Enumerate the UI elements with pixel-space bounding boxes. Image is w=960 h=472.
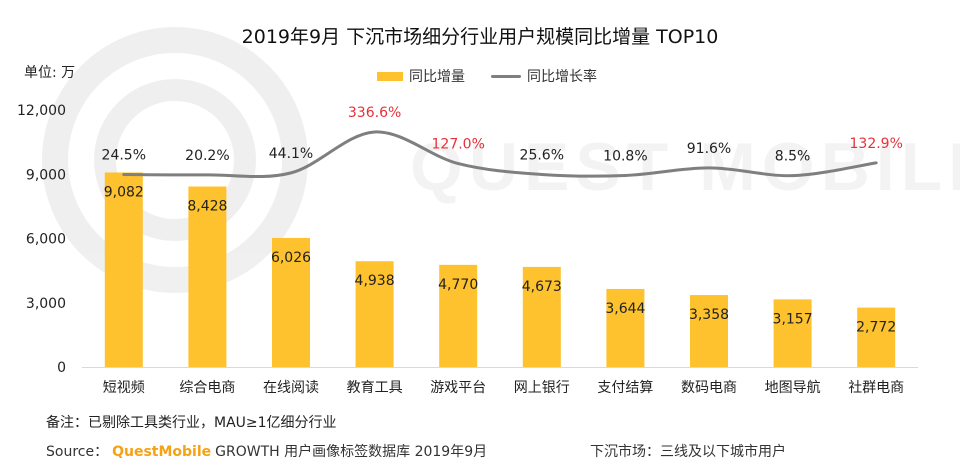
watermark-text: QUEST MOBILE xyxy=(410,129,960,205)
chart-title: 2019年9月 下沉市场细分行业用户规模同比增量 TOP10 xyxy=(241,26,719,48)
market-definition: 下沉市场：三线及以下城市用户 xyxy=(590,444,786,460)
x-tick-label: 网上银行 xyxy=(514,380,570,396)
bar xyxy=(773,299,812,367)
y-tick-label: 0 xyxy=(57,360,66,376)
x-tick-label: 短视频 xyxy=(103,380,145,396)
legend-line-label: 同比增长率 xyxy=(527,69,597,85)
legend-bar-label: 同比增量 xyxy=(409,69,465,85)
rate-label: 127.0% xyxy=(432,137,485,153)
bar-value-label: 4,938 xyxy=(355,273,395,289)
rate-label: 336.6% xyxy=(348,105,401,121)
rate-label: 24.5% xyxy=(102,148,146,164)
x-tick-label: 游戏平台 xyxy=(430,380,486,396)
rate-label: 91.6% xyxy=(687,141,731,157)
rate-label: 132.9% xyxy=(850,136,903,152)
rate-label: 10.8% xyxy=(603,148,647,164)
x-tick-label: 综合电商 xyxy=(179,380,235,396)
source-rest: GROWTH 用户画像标签数据库 2019年9月 xyxy=(215,444,488,460)
bar xyxy=(272,237,310,367)
x-tick-label: 教育工具 xyxy=(347,380,403,396)
y-tick-label: 6,000 xyxy=(26,232,66,248)
rate-label: 20.2% xyxy=(185,148,229,164)
bar xyxy=(606,288,645,367)
x-tick-label: 支付结算 xyxy=(597,380,653,396)
y-tick-label: 3,000 xyxy=(26,296,66,312)
legend-bar-swatch xyxy=(377,71,403,81)
source: Source： QuestMobile GROWTH 用户画像标签数据库 2019年… xyxy=(46,441,487,461)
rate-label: 25.6% xyxy=(520,147,564,163)
rate-label: 8.5% xyxy=(775,149,811,165)
bar-value-label: 4,770 xyxy=(438,277,478,293)
bar xyxy=(857,307,896,367)
legend: 同比增量 同比增长率 xyxy=(377,66,597,86)
bar xyxy=(690,295,728,367)
bar-value-label: 8,428 xyxy=(187,199,227,215)
x-tick-label: 社群电商 xyxy=(848,380,904,396)
note: 备注：已剔除工具类行业，MAU≥1亿细分行业 xyxy=(46,415,337,431)
bar xyxy=(355,261,394,367)
bar-value-label: 9,082 xyxy=(104,184,144,200)
growth-rate-line xyxy=(122,130,878,179)
x-tick-label: 数码电商 xyxy=(681,380,737,396)
bar xyxy=(522,266,561,367)
legend-line-swatch xyxy=(491,74,521,78)
bar xyxy=(188,186,227,367)
rate-label: 44.1% xyxy=(269,146,313,162)
bar-value-label: 2,772 xyxy=(856,320,896,336)
x-tick-label: 在线阅读 xyxy=(263,379,319,396)
source-brand: QuestMobile xyxy=(112,444,212,460)
source-prefix: Source： xyxy=(46,444,109,460)
bar-value-label: 3,358 xyxy=(689,307,729,323)
bar xyxy=(104,172,143,367)
y-tick-label: 9,000 xyxy=(26,167,66,183)
bar-value-label: 3,644 xyxy=(605,301,645,317)
bar-value-label: 4,673 xyxy=(522,279,562,295)
y-tick-label: 12,000 xyxy=(17,103,66,119)
bar-value-label: 6,026 xyxy=(271,250,311,266)
bar xyxy=(439,264,478,367)
unit-label: 单位: 万 xyxy=(24,65,76,81)
bar-value-label: 3,157 xyxy=(773,311,813,327)
x-tick-label: 地图导航 xyxy=(765,380,821,396)
